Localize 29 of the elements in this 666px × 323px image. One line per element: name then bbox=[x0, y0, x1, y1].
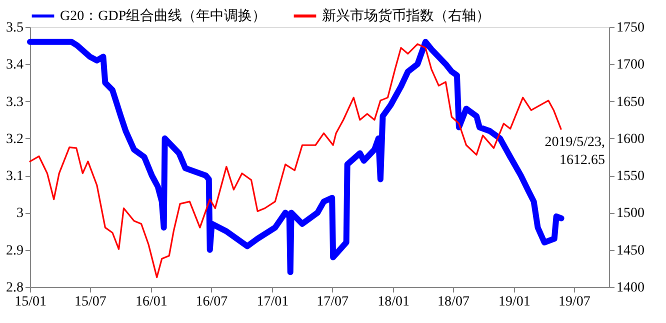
y2-tick-label: 1450 bbox=[616, 243, 644, 258]
y2-tick-label: 1750 bbox=[616, 20, 644, 36]
x-tick-label: 16/01 bbox=[135, 294, 168, 310]
y2-tick-label: 1700 bbox=[616, 58, 644, 73]
x-tick-label: 19/01 bbox=[498, 294, 530, 310]
y2-tick-label: 1550 bbox=[616, 169, 644, 184]
x-tick-label: 15/01 bbox=[14, 294, 46, 310]
legend-label: 新兴市场货币指数（右轴） bbox=[322, 8, 490, 24]
x-tick-label: 17/07 bbox=[316, 294, 349, 310]
y-tick-label: 2.8 bbox=[6, 280, 24, 296]
y-tick-label: 3 bbox=[16, 206, 24, 222]
y2-tick-label: 1650 bbox=[616, 94, 644, 110]
y-tick-label: 2.9 bbox=[6, 243, 24, 258]
x-tick-label: 18/07 bbox=[438, 294, 470, 310]
x-tick-label: 17/01 bbox=[256, 294, 289, 310]
x-tick-label: 19/07 bbox=[558, 294, 590, 310]
y2-tick-label: 1600 bbox=[616, 132, 644, 147]
legend-label: G20：GDP组合曲线（年中调换） bbox=[60, 8, 266, 24]
y-tick-label: 3.4 bbox=[6, 58, 24, 73]
annotation: 2019/5/23, 1612.65 bbox=[544, 135, 605, 168]
x-tick-label: 15/07 bbox=[74, 294, 106, 310]
x-tick-label: 16/07 bbox=[196, 294, 228, 310]
y-tick-label: 3.3 bbox=[6, 94, 24, 110]
y2-tick-label: 1500 bbox=[616, 206, 644, 222]
y-tick-label: 3.1 bbox=[6, 169, 24, 184]
x-tick-label: 18/01 bbox=[378, 294, 410, 310]
y-tick-label: 3.5 bbox=[6, 20, 24, 36]
y2-tick-label: 1400 bbox=[616, 280, 644, 296]
y-tick-label: 3.2 bbox=[6, 132, 24, 147]
